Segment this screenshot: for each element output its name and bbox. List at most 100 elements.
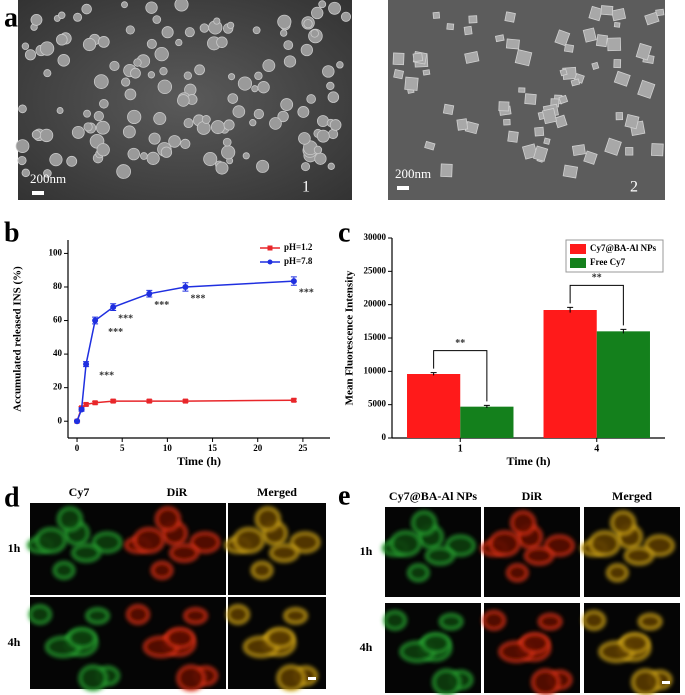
micrograph <box>124 503 226 595</box>
legend-marker <box>267 245 273 251</box>
particle <box>237 76 253 91</box>
crystal <box>613 70 631 87</box>
crystal <box>412 52 424 63</box>
particle <box>328 128 339 140</box>
particle <box>257 81 270 94</box>
cell <box>226 604 250 625</box>
cell <box>610 510 636 536</box>
particle <box>146 38 157 49</box>
crystal <box>432 11 441 19</box>
data-point <box>92 400 98 406</box>
particle <box>254 71 263 81</box>
cell <box>425 546 455 566</box>
y-tick-label: 5000 <box>368 399 387 409</box>
particle <box>83 122 93 132</box>
cell <box>283 607 308 625</box>
crystal <box>583 150 598 165</box>
data-point <box>290 278 297 285</box>
particle <box>277 14 292 29</box>
crystal <box>591 61 600 70</box>
row-label: 1h <box>8 541 21 555</box>
cell <box>520 632 550 654</box>
cell <box>421 632 451 654</box>
y-tick-label: 25000 <box>364 265 387 275</box>
particle <box>96 143 110 157</box>
micrograph <box>126 597 226 692</box>
crystal <box>595 34 608 48</box>
crystal <box>505 38 520 50</box>
particle <box>18 104 27 114</box>
particle <box>21 42 30 50</box>
particle <box>184 27 195 38</box>
crystal <box>498 101 510 112</box>
error-bar <box>620 328 627 334</box>
crystal <box>464 50 480 64</box>
particle <box>228 73 236 81</box>
particle <box>148 132 161 145</box>
particle <box>213 17 221 25</box>
data-point <box>110 398 116 404</box>
significance-label: ** <box>592 273 602 284</box>
x-axis-label: Time (h) <box>177 454 221 468</box>
x-tick-label: 5 <box>120 443 125 453</box>
particle <box>147 71 156 79</box>
particle <box>310 29 319 38</box>
cell <box>638 613 663 631</box>
particle <box>39 41 55 56</box>
significance-label: *** <box>154 300 169 311</box>
particle <box>81 3 92 15</box>
y-tick-label: 60 <box>53 315 63 325</box>
data-point <box>92 317 99 324</box>
cell <box>183 607 208 625</box>
particle <box>227 93 239 104</box>
bar <box>543 310 597 438</box>
bar <box>460 406 514 438</box>
particle <box>251 85 259 93</box>
series-line <box>76 280 294 422</box>
significance-label: *** <box>118 313 133 324</box>
particle <box>43 69 52 78</box>
micrograph <box>480 507 580 597</box>
particle <box>249 119 257 127</box>
particle <box>160 146 173 158</box>
particle <box>161 26 174 39</box>
particle <box>43 169 52 178</box>
cell <box>165 627 195 649</box>
cell <box>150 561 174 580</box>
y-axis-label: Accumulated released INS (%) <box>12 266 24 412</box>
crystal <box>532 145 549 162</box>
crystal <box>442 103 455 116</box>
cell <box>439 613 464 631</box>
particle <box>283 55 297 68</box>
particle <box>336 61 344 69</box>
scale-label: 200nm <box>395 166 431 181</box>
scale-bar <box>32 191 44 195</box>
particle <box>97 36 110 48</box>
column-label: Cy7 <box>69 485 90 499</box>
particle <box>232 105 246 118</box>
particle <box>133 58 142 67</box>
cell <box>289 531 321 554</box>
cell <box>126 604 150 625</box>
particle <box>154 46 169 62</box>
particle <box>313 145 323 155</box>
particle <box>157 79 173 95</box>
scale-bar <box>397 186 409 190</box>
particle <box>99 98 109 109</box>
legend-label: pH=1.2 <box>284 242 313 252</box>
particle <box>82 37 97 52</box>
particle <box>280 98 294 111</box>
particle <box>210 120 225 135</box>
cell <box>432 668 462 695</box>
cell <box>28 604 52 625</box>
cell <box>57 506 83 532</box>
particle <box>15 139 30 153</box>
legend-label: Free Cy7 <box>590 257 626 267</box>
crystal <box>571 144 586 156</box>
particle <box>124 88 137 101</box>
particle <box>174 0 189 12</box>
particle <box>121 77 131 87</box>
legend-marker <box>267 259 273 265</box>
